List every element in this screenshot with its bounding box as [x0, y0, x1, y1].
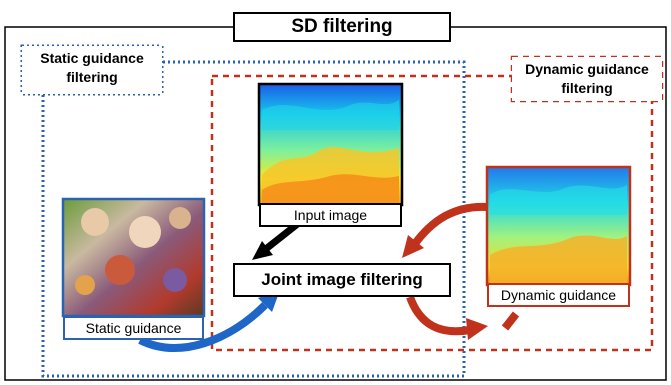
dynamic-guidance-caption: Dynamic guidance: [487, 283, 630, 307]
feedback-arrow-head: [402, 235, 424, 258]
output-arrow-head: [466, 318, 488, 340]
feedback-arrow: [410, 202, 489, 248]
input-image-caption: Input image: [259, 203, 402, 227]
static-guidance-image: [61, 197, 206, 318]
static-group-border: [41, 60, 466, 378]
static-group-label-text: Static guidance filtering: [40, 50, 144, 85]
dynamic-group-label: Dynamic guidance filtering: [512, 57, 662, 101]
dynamic-group-label-text: Dynamic guidance filtering: [525, 61, 649, 96]
diagram-title: SD filtering: [233, 12, 451, 42]
input-arrow: [259, 219, 303, 255]
output-arrow-tail: [501, 311, 520, 331]
dynamic-guidance-image: [485, 165, 632, 287]
output-arrow: [406, 295, 471, 336]
joint-filtering-box: Joint image filtering: [233, 263, 451, 297]
dynamic-group-border: [210, 74, 654, 352]
static-group-label: Static guidance filtering: [22, 46, 162, 94]
static-arrow: [138, 302, 268, 352]
static-guidance-caption: Static guidance: [63, 316, 204, 340]
input-image: [257, 82, 404, 207]
input-arrow-head: [252, 241, 273, 260]
